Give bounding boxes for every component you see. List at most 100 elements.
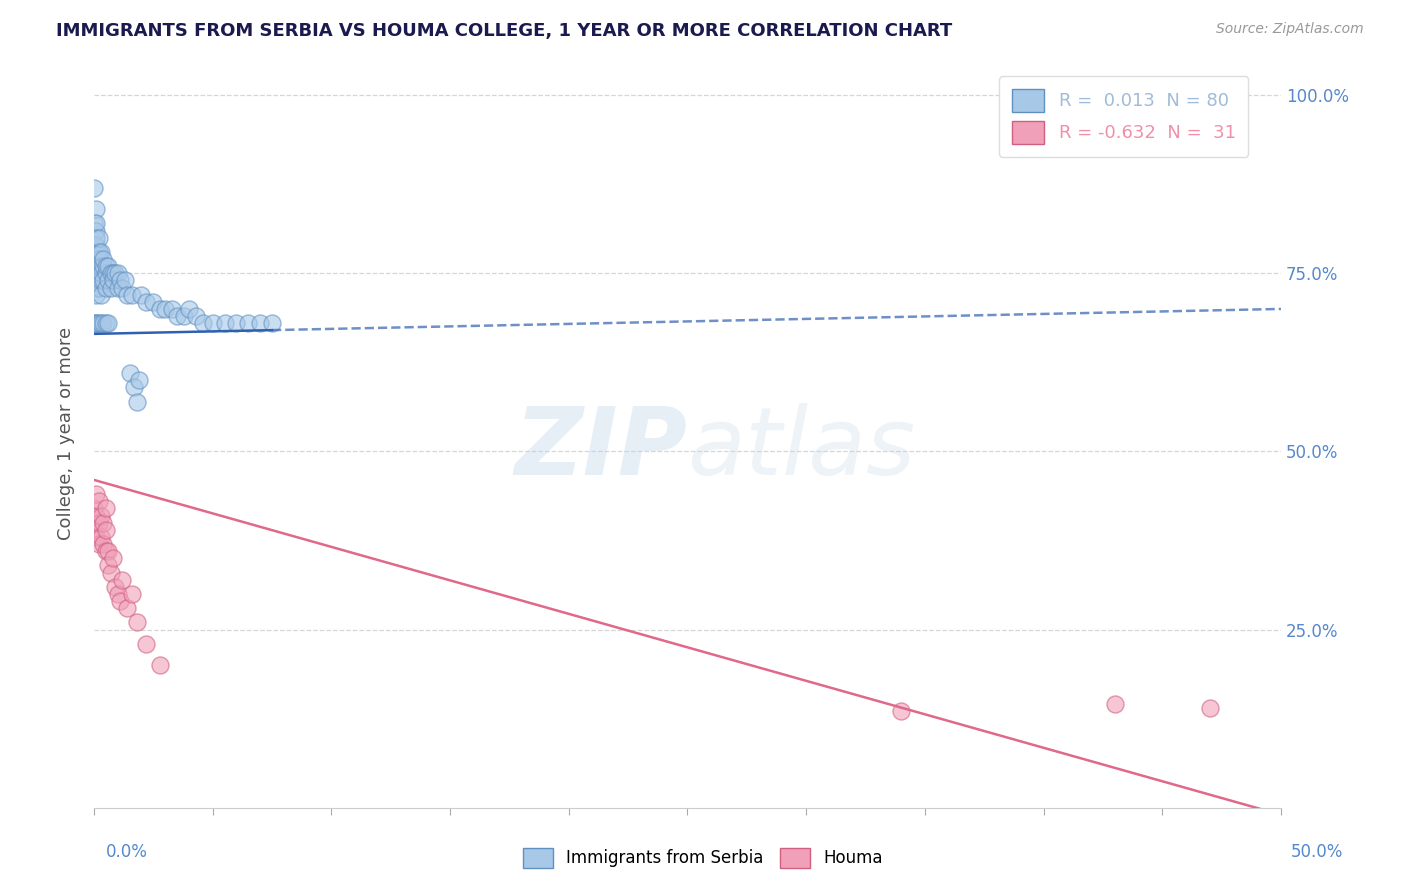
Point (128, 373, 150, 387)
Point (142, 294, 165, 309)
Point (87, 537, 110, 551)
Point (83, 501, 105, 516)
Point (84, 223, 107, 237)
Point (83, 316, 105, 330)
Point (84, 244, 107, 259)
Text: atlas: atlas (688, 403, 915, 494)
Legend: Immigrants from Serbia, Houma: Immigrants from Serbia, Houma (516, 841, 890, 875)
Point (97, 544, 120, 558)
Point (111, 573, 134, 587)
Point (97, 259, 120, 273)
Point (121, 287, 143, 301)
Point (87, 259, 110, 273)
Point (173, 309, 195, 323)
Point (107, 266, 129, 280)
Point (1104, 698, 1126, 712)
Point (87, 273, 110, 287)
Point (260, 316, 283, 330)
Point (84, 266, 107, 280)
Point (115, 601, 138, 615)
Point (84, 280, 107, 294)
Point (93, 316, 115, 330)
Point (87, 244, 110, 259)
Point (90, 530, 112, 544)
Point (87, 316, 110, 330)
Point (97, 316, 120, 330)
Point (114, 273, 136, 287)
Point (162, 301, 184, 316)
Point (94, 259, 117, 273)
Point (83, 259, 105, 273)
Point (108, 594, 131, 608)
Point (84, 487, 107, 501)
Point (94, 544, 117, 558)
Point (111, 280, 134, 294)
Point (135, 294, 157, 309)
Point (104, 580, 127, 594)
Point (83, 523, 105, 537)
Point (84, 237, 107, 252)
Point (87, 280, 110, 294)
Point (94, 316, 117, 330)
Point (101, 273, 124, 287)
Point (87, 244, 110, 259)
Text: IMMIGRANTS FROM SERBIA VS HOUMA COLLEGE, 1 YEAR OR MORE CORRELATION CHART: IMMIGRANTS FROM SERBIA VS HOUMA COLLEGE,… (56, 22, 952, 40)
Point (84, 244, 107, 259)
Point (149, 301, 172, 316)
Point (90, 266, 112, 280)
Point (93, 516, 115, 530)
Text: Source: ZipAtlas.com: Source: ZipAtlas.com (1216, 22, 1364, 37)
Point (97, 558, 120, 573)
Point (184, 309, 207, 323)
Point (87, 259, 110, 273)
Point (93, 273, 115, 287)
Point (87, 252, 110, 266)
Y-axis label: College, 1 year or more: College, 1 year or more (58, 327, 75, 541)
Text: 50.0%: 50.0% (1291, 843, 1343, 861)
Point (191, 316, 214, 330)
Text: ZIP: ZIP (515, 402, 688, 494)
Point (94, 280, 117, 294)
Point (87, 230, 110, 244)
Point (87, 494, 110, 508)
Point (890, 705, 912, 719)
Point (84, 259, 107, 273)
Point (1198, 701, 1220, 715)
Point (100, 566, 122, 580)
Point (93, 259, 115, 273)
Point (84, 252, 107, 266)
Text: 0.0%: 0.0% (105, 843, 148, 861)
Point (93, 537, 115, 551)
Point (100, 266, 122, 280)
Point (131, 287, 153, 301)
Point (135, 637, 157, 651)
Point (104, 266, 127, 280)
Point (90, 287, 112, 301)
Point (87, 516, 110, 530)
Point (100, 280, 122, 294)
Point (107, 280, 129, 294)
Point (90, 259, 112, 273)
Legend: R =  0.013  N = 80, R = -0.632  N =  31: R = 0.013 N = 80, R = -0.632 N = 31 (1000, 76, 1249, 157)
Point (84, 230, 107, 244)
Point (83, 237, 105, 252)
Point (90, 508, 112, 523)
Point (84, 316, 107, 330)
Point (90, 273, 112, 287)
Point (94, 266, 117, 280)
Point (90, 244, 112, 259)
Point (125, 394, 148, 409)
Point (84, 266, 107, 280)
Point (84, 508, 107, 523)
Point (149, 658, 172, 673)
Point (108, 273, 131, 287)
Point (101, 266, 124, 280)
Point (97, 273, 120, 287)
Point (83, 181, 105, 195)
Point (249, 316, 271, 330)
Point (124, 380, 146, 394)
Point (107, 587, 129, 601)
Point (93, 252, 115, 266)
Point (238, 316, 260, 330)
Point (121, 587, 143, 601)
